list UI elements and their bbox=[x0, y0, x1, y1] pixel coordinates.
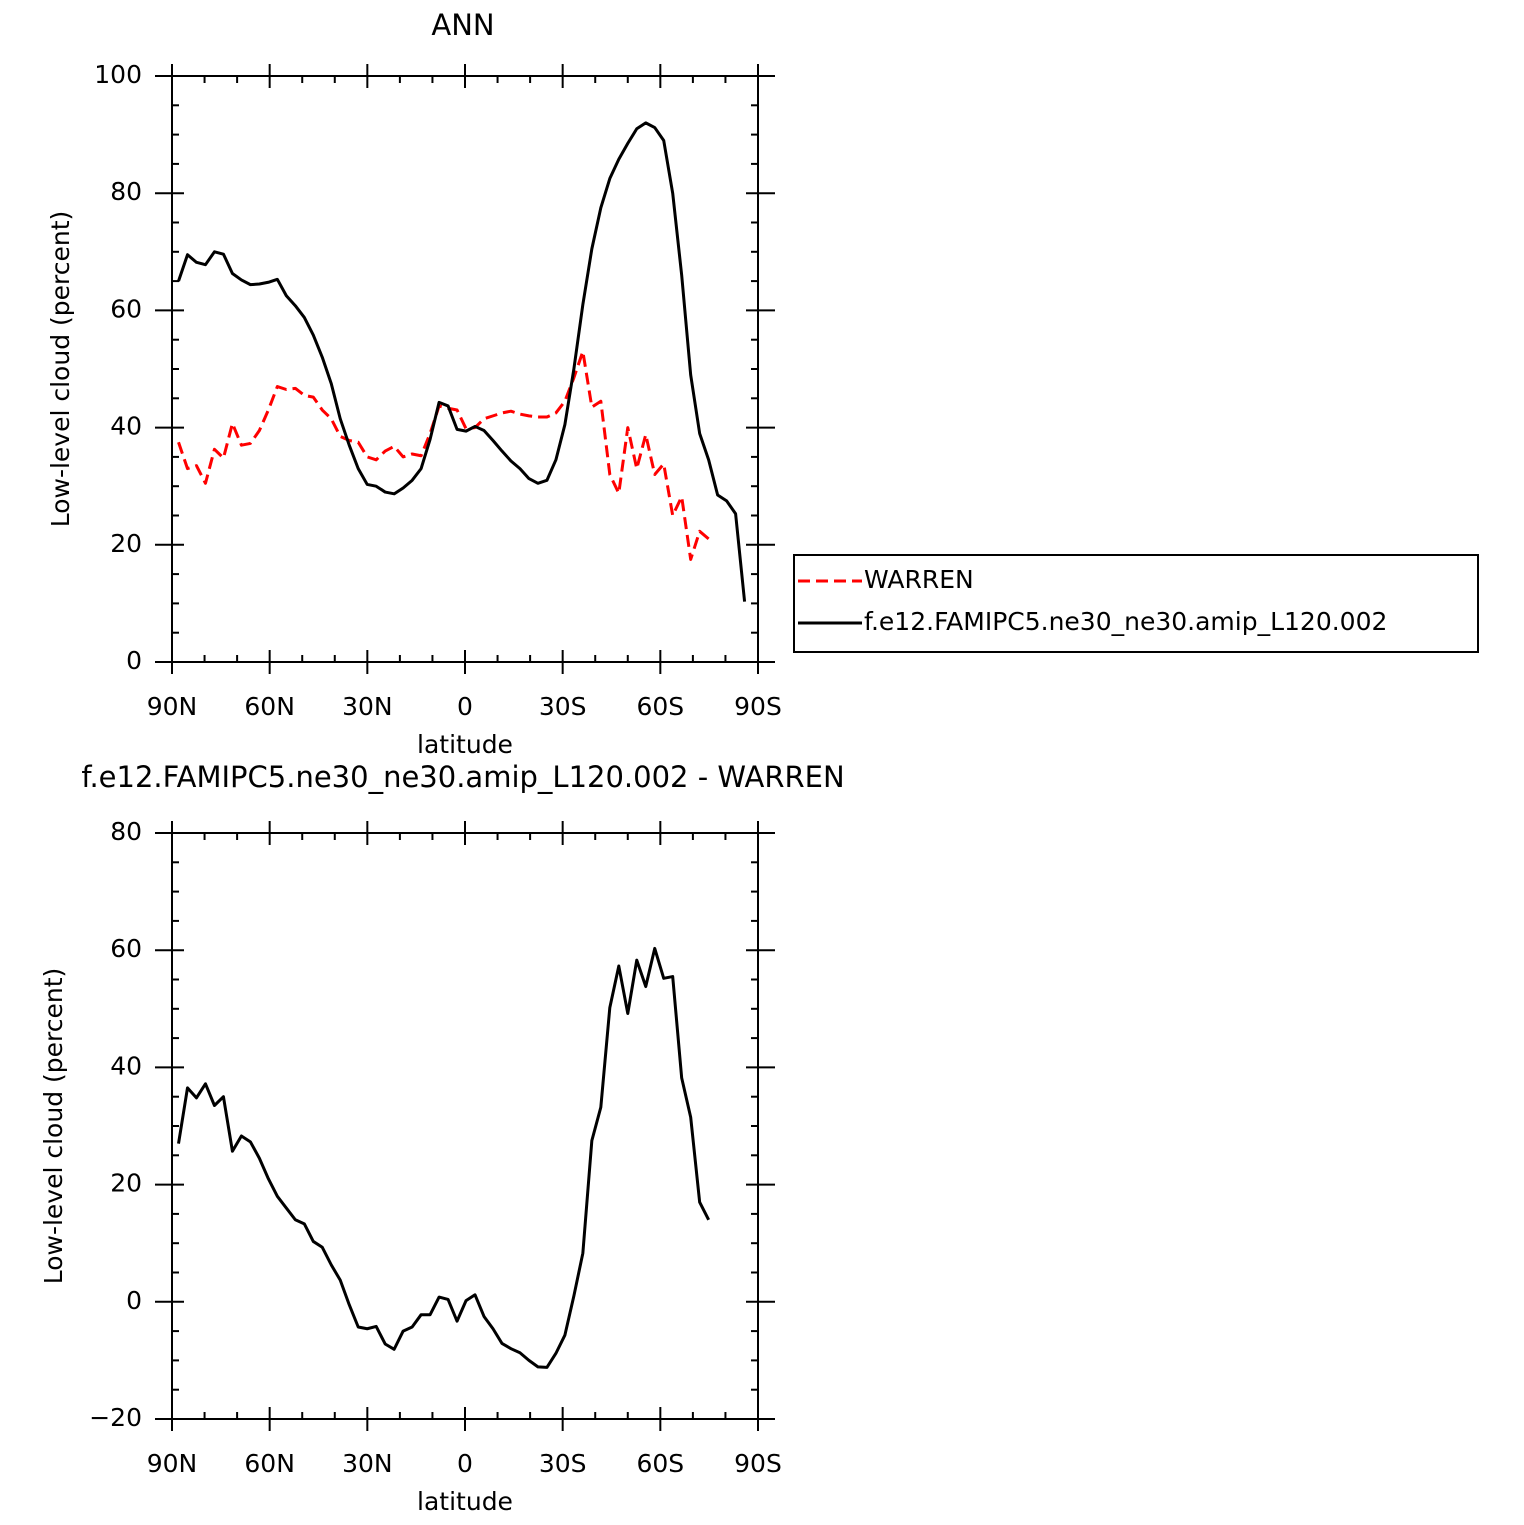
y-tick-label: 20 bbox=[110, 1169, 142, 1198]
x-tick-label: 60N bbox=[244, 1449, 295, 1478]
y-tick-label: 80 bbox=[110, 177, 142, 206]
y-tick-label: 40 bbox=[110, 1051, 142, 1080]
y-tick-label: 40 bbox=[110, 412, 142, 441]
x-tick-label: 90N bbox=[147, 692, 198, 721]
y-tick-label: 0 bbox=[126, 1286, 142, 1315]
plot-frame bbox=[171, 75, 759, 663]
chart-title: ANN bbox=[431, 8, 494, 42]
plot-frame bbox=[171, 832, 759, 1420]
x-tick-label: 90S bbox=[734, 1449, 782, 1478]
chart-title: f.e12.FAMIPC5.ne30_ne30.amip_L120.002 - … bbox=[81, 760, 844, 794]
data-line bbox=[177, 946, 710, 1369]
y-axis-label: Low-level cloud (percent) bbox=[39, 968, 68, 1285]
legend-label: WARREN bbox=[864, 565, 974, 594]
y-axis-label: Low-level cloud (percent) bbox=[46, 211, 75, 528]
x-tick-label: 90N bbox=[147, 1449, 198, 1478]
data-line bbox=[177, 349, 710, 561]
legend-label: f.e12.FAMIPC5.ne30_ne30.amip_L120.002 bbox=[864, 607, 1387, 636]
y-tick-label: 60 bbox=[110, 934, 142, 963]
y-tick-label: 100 bbox=[94, 60, 142, 89]
x-tick-label: 60S bbox=[636, 1449, 684, 1478]
x-tick-label: 30N bbox=[342, 692, 393, 721]
data-line bbox=[177, 121, 747, 602]
y-tick-label: 0 bbox=[126, 646, 142, 675]
x-tick-label: 30S bbox=[539, 692, 587, 721]
x-tick-label: 30S bbox=[539, 1449, 587, 1478]
legend-box bbox=[793, 554, 1479, 653]
y-tick-label: 60 bbox=[110, 294, 142, 323]
x-tick-label: 60S bbox=[636, 692, 684, 721]
x-axis-label: latitude bbox=[417, 1487, 513, 1516]
x-tick-label: 0 bbox=[457, 1449, 473, 1478]
x-tick-label: 90S bbox=[734, 692, 782, 721]
x-tick-label: 60N bbox=[244, 692, 295, 721]
y-tick-label: 20 bbox=[110, 529, 142, 558]
y-tick-label: 80 bbox=[110, 817, 142, 846]
x-tick-label: 30N bbox=[342, 1449, 393, 1478]
y-tick-label: −20 bbox=[89, 1403, 142, 1432]
x-tick-label: 0 bbox=[457, 692, 473, 721]
x-axis-label: latitude bbox=[417, 730, 513, 759]
